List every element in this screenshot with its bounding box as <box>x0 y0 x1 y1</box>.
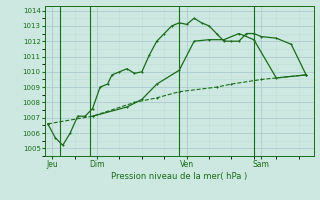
X-axis label: Pression niveau de la mer( hPa ): Pression niveau de la mer( hPa ) <box>111 172 247 181</box>
